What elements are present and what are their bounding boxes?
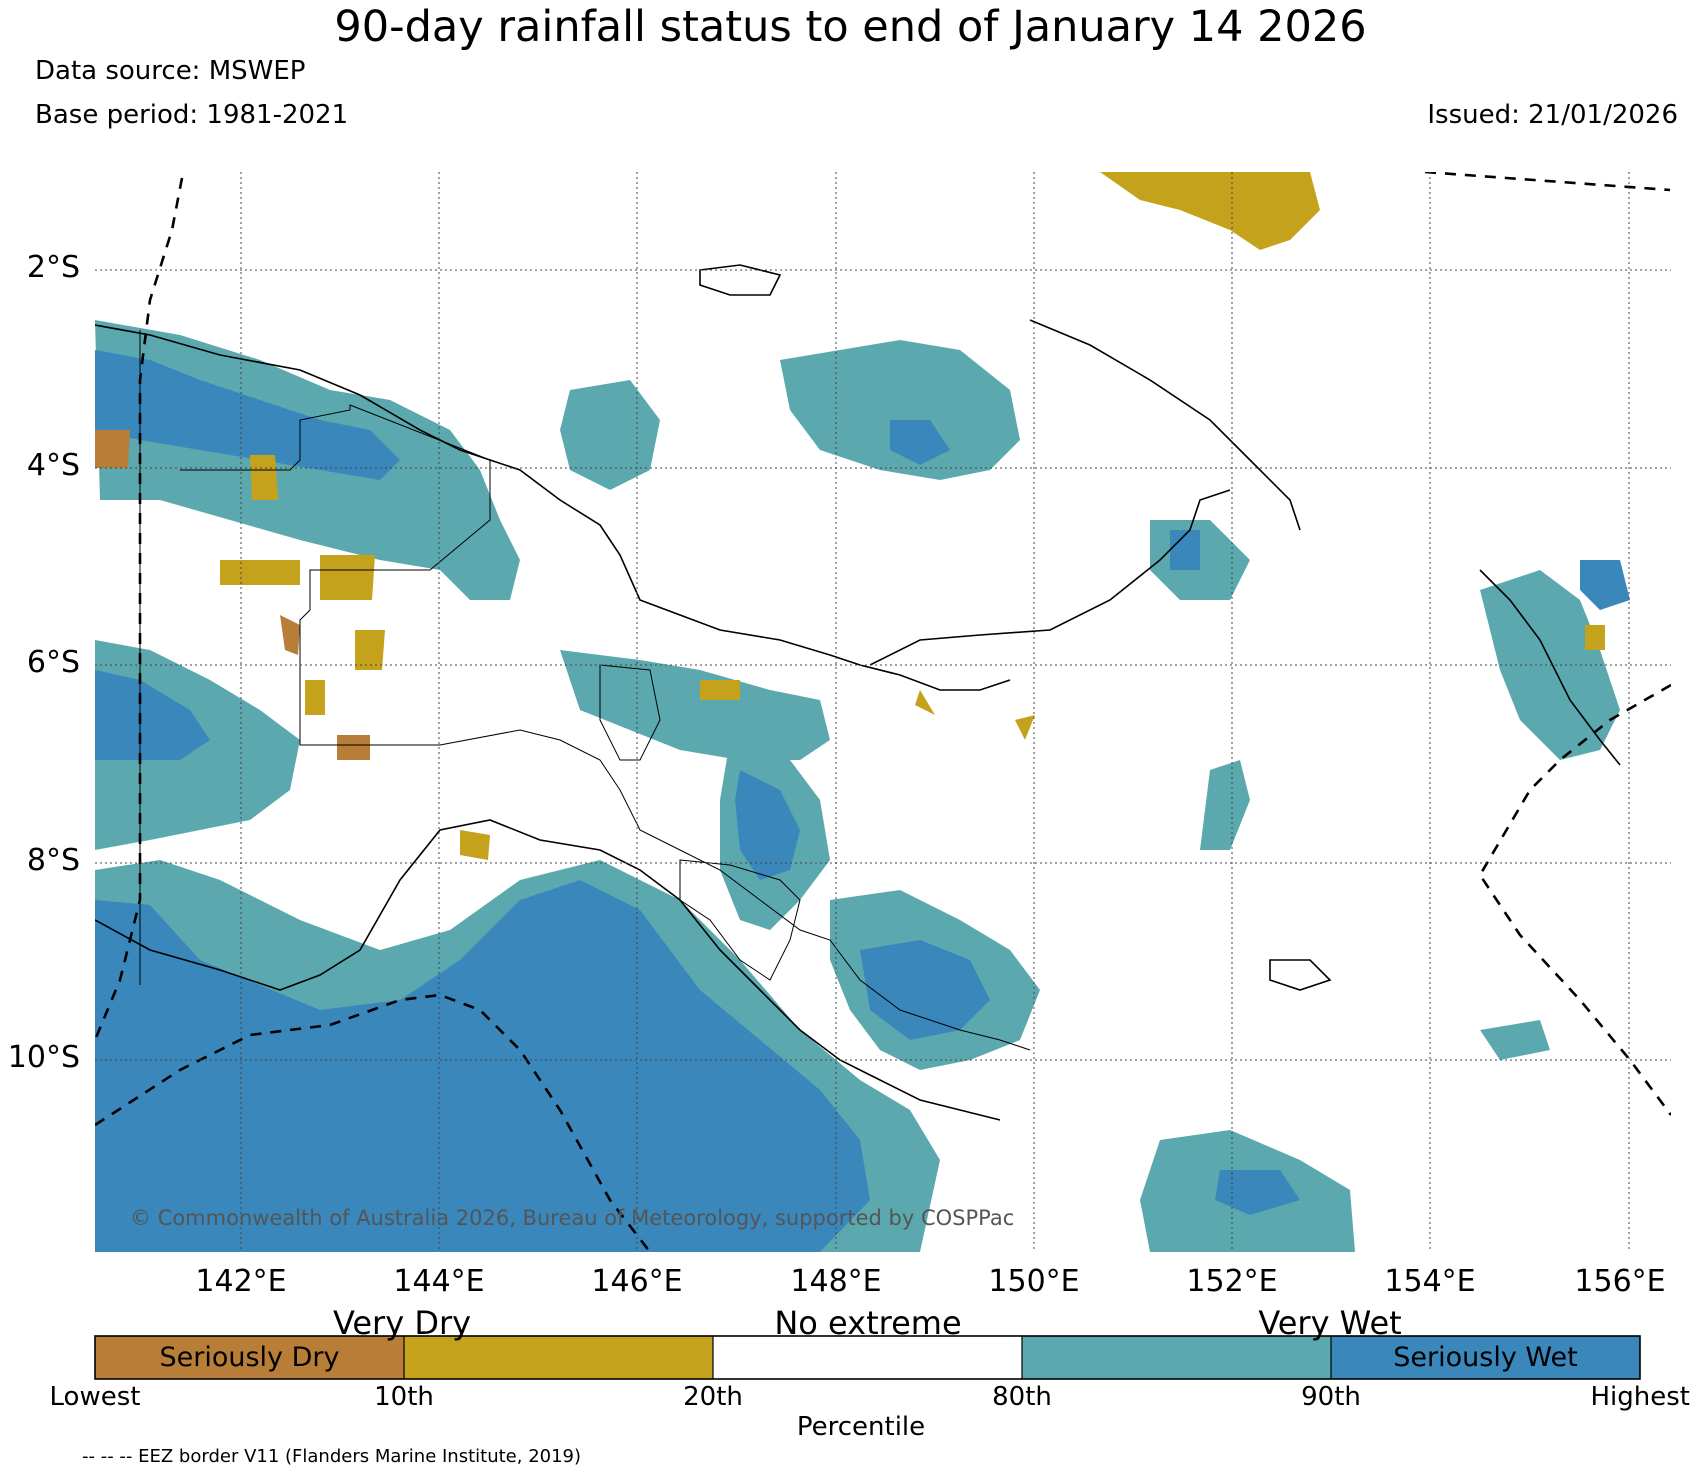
eez-border-south [95, 993, 652, 1252]
lon-label-152e: 152°E [1186, 1264, 1278, 1299]
eez-border-west [95, 177, 184, 1041]
lat-label-2s: 2°S [26, 250, 80, 285]
base-period: Base period: 1981-2021 [35, 100, 349, 130]
seriously-wet-region-new-britain [1170, 530, 1200, 570]
lon-label-150e: 150°E [988, 1264, 1080, 1299]
dry-patch-5 [305, 680, 325, 715]
border-central [679, 859, 801, 981]
lon-label-156e: 156°E [1574, 1264, 1666, 1299]
eez-border-north-east [1424, 172, 1671, 192]
legend-seg-no-extreme [713, 1336, 1022, 1379]
dry-region-north [1100, 172, 1320, 250]
seriously-dry-patch-3 [337, 735, 370, 760]
dry-patch-8 [915, 690, 935, 715]
data-source: Data source: MSWEP [35, 56, 306, 86]
lon-label-146e: 146°E [591, 1264, 683, 1299]
coastline-manus [699, 264, 782, 296]
lon-label-154e: 154°E [1384, 1264, 1476, 1299]
coastline-new-britain [869, 489, 1231, 666]
seriously-dry-patch-1 [95, 430, 130, 468]
lat-label-6s: 6°S [26, 645, 80, 680]
eez-border-east [1478, 683, 1671, 1116]
tick-20th: 20th [683, 1382, 743, 1412]
wet-region-central [560, 650, 830, 760]
seriously-wet-region-milne-bay [860, 940, 990, 1040]
map-title: 90-day rainfall status to end of January… [334, 2, 1367, 52]
legend-label-seriously-dry: Seriously Dry [159, 1342, 340, 1373]
legend-seg-very-wet [1022, 1336, 1331, 1379]
copyright-notice: © Commonwealth of Australia 2026, Bureau… [130, 1206, 1015, 1230]
wet-region-far-east [1480, 1020, 1550, 1060]
coastline-fergusson [1269, 959, 1332, 991]
seriously-wet-region-southeast [1215, 1170, 1300, 1215]
dry-patch-7 [700, 680, 740, 700]
legend-seg-seriously-dry [95, 1336, 404, 1379]
dry-patch-6 [460, 830, 490, 860]
seriously-dry-patch-2 [280, 615, 300, 655]
tick-90th: 90th [1301, 1382, 1361, 1412]
lon-label-144e: 144°E [393, 1264, 485, 1299]
dry-patch-1 [250, 455, 278, 500]
dry-patch-9 [1015, 715, 1035, 740]
legend-label-seriously-wet: Seriously Wet [1393, 1342, 1578, 1373]
legend-colorbar [94, 1335, 1641, 1380]
seriously-wet-region-west-lower [95, 670, 210, 760]
legend-frame [94, 1335, 1641, 1380]
tick-10th: 10th [374, 1382, 434, 1412]
legend-category-very-wet: Very Wet [1258, 1304, 1402, 1342]
seriously-wet-region-manus [890, 420, 950, 465]
dry-patch-3 [320, 555, 375, 600]
dry-patch-10 [1585, 625, 1605, 650]
coastline-new-ireland [1029, 319, 1301, 531]
seriously-wet-region-west [95, 350, 400, 480]
wet-region-east [1200, 760, 1250, 850]
coastline-bougainville [1479, 569, 1621, 766]
wet-region-north-coast [560, 380, 660, 490]
legend-category-very-dry: Very Dry [332, 1304, 472, 1342]
issued-date: Issued: 21/01/2026 [1427, 100, 1678, 130]
lat-label-8s: 8°S [26, 843, 80, 878]
eez-border-note: -- -- -- EEZ border V11 (Flanders Marine… [82, 1446, 582, 1467]
border-highlands [599, 664, 661, 761]
seriously-wet-region-solomons [1580, 560, 1630, 610]
seriously-wet-region-papuan-peninsula [735, 770, 800, 880]
coastline-new-guinea-south [95, 819, 1001, 1121]
legend-seg-seriously-wet [1331, 1336, 1640, 1379]
tick-80th: 80th [992, 1382, 1052, 1412]
legend-axis-label: Percentile [796, 1412, 926, 1442]
seriously-wet-region-south [95, 880, 870, 1252]
legend-category-no-extreme: No extreme [774, 1304, 962, 1342]
dry-patch-4 [355, 630, 385, 670]
tick-highest: Highest [1590, 1382, 1691, 1412]
lat-label-10s: 10°S [7, 1040, 80, 1075]
coastline-new-guinea-north [95, 324, 1011, 691]
wet-region-manus [780, 340, 1020, 480]
dry-patch-2 [220, 560, 300, 585]
lon-label-142e: 142°E [195, 1264, 287, 1299]
lat-label-4s: 4°S [26, 448, 80, 483]
lon-label-148e: 148°E [790, 1264, 882, 1299]
border-provinces [180, 404, 1031, 1051]
legend-seg-very-dry [404, 1336, 713, 1379]
tick-lowest: Lowest [49, 1382, 141, 1412]
